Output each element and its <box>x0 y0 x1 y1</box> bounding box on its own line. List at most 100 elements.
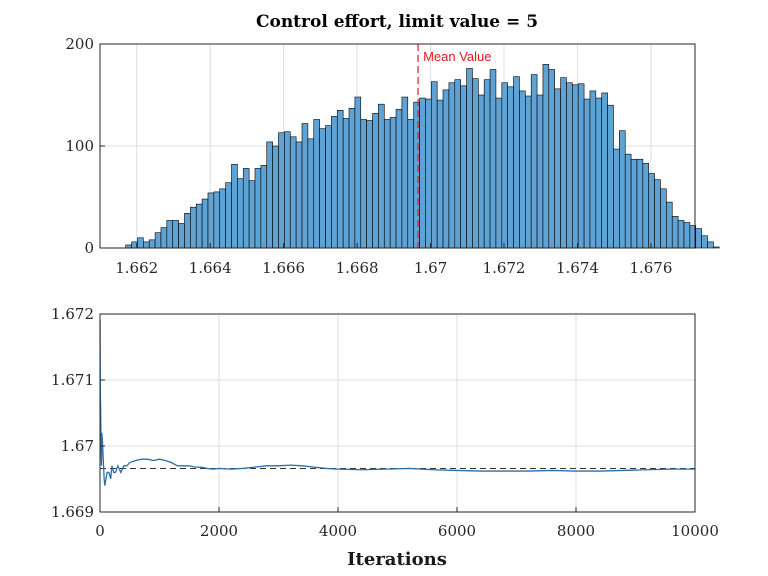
histogram-bar <box>607 104 614 249</box>
histogram-bar <box>466 68 473 249</box>
histogram-bar <box>401 96 409 249</box>
histogram-bar <box>566 82 573 249</box>
histogram-bar <box>430 81 438 249</box>
histogram-bar <box>572 84 579 249</box>
histogram-bar <box>707 241 714 249</box>
histogram-bar <box>630 158 638 249</box>
histogram-bar <box>425 98 432 249</box>
histogram-bar <box>683 222 691 249</box>
histogram-bar <box>301 123 309 249</box>
histogram-bar <box>695 228 702 249</box>
histogram-bar <box>660 188 667 249</box>
histogram-bar <box>190 206 197 249</box>
histogram-x-tick-label: 1.672 <box>483 259 526 277</box>
convergence-y-tick-label: 1.67 <box>61 437 94 455</box>
histogram-bar <box>472 78 479 249</box>
histogram-bar <box>201 198 209 249</box>
histogram-bar <box>342 118 350 249</box>
histogram-bar <box>207 192 215 249</box>
convergence-x-axis-label: Iterations <box>347 549 447 570</box>
histogram-bar <box>460 85 467 249</box>
histogram-bar <box>307 138 315 249</box>
histogram-bar <box>143 241 150 249</box>
histogram-bar <box>701 235 708 249</box>
histogram-bar <box>348 107 356 249</box>
histogram-axes: Mean Value 1.662 1.664 1.666 1.668 1.67 1.672… <box>65 12 720 277</box>
histogram-bar <box>166 220 174 249</box>
histogram-bar <box>266 141 273 249</box>
histogram-bar <box>548 69 555 249</box>
histogram-bar <box>213 191 221 249</box>
convergence-x-tick-label: 6000 <box>438 522 476 540</box>
histogram-bar <box>454 79 461 249</box>
histogram-bar <box>636 158 644 249</box>
histogram-bar <box>360 119 367 249</box>
convergence-x-tick-label: 10000 <box>671 522 719 540</box>
histogram-bar <box>501 82 508 249</box>
histogram-bar <box>184 213 191 249</box>
histogram-bar <box>519 90 526 249</box>
histogram-bar <box>495 97 503 249</box>
histogram-bar <box>254 168 262 249</box>
histogram-bar <box>154 232 162 249</box>
histogram-bar <box>560 77 567 249</box>
histogram-bar <box>331 116 338 249</box>
histogram-x-tick-label: 1.674 <box>556 259 599 277</box>
histogram-title: Control effort, limit value = 5 <box>256 12 538 32</box>
mean-value-annotation: Mean Value <box>417 44 491 248</box>
histogram-bar <box>137 237 144 249</box>
histogram-bar <box>536 94 544 249</box>
histogram-bar <box>237 178 244 249</box>
histogram-bar <box>478 94 485 249</box>
histogram-bar <box>601 92 608 249</box>
histogram-bar <box>272 145 279 249</box>
histogram-bar <box>325 125 332 249</box>
histogram-bar <box>589 90 597 249</box>
histogram-bar <box>289 136 297 249</box>
histogram-bar <box>260 165 268 249</box>
histogram-bar <box>195 203 203 249</box>
histogram-bar <box>530 74 538 249</box>
histogram-bar <box>648 173 655 249</box>
histogram-bar <box>671 216 679 249</box>
histogram-bar <box>624 153 632 249</box>
histogram-bar <box>313 119 320 249</box>
histogram-bar <box>666 201 673 249</box>
histogram-bar <box>525 95 532 249</box>
histogram-bars <box>125 64 720 249</box>
histogram-x-tick-label: 1.67 <box>414 259 447 277</box>
histogram-bar <box>295 141 303 249</box>
histogram-ticks: 1.662 1.664 1.666 1.668 1.67 1.672 1.674 1.676 0… <box>65 35 672 277</box>
histogram-bar <box>378 103 385 249</box>
histogram-bar <box>483 79 491 249</box>
histogram-bar <box>677 220 685 249</box>
histogram-bar <box>654 179 661 249</box>
convergence-plot-area <box>100 314 695 512</box>
histogram-x-tick-label: 1.666 <box>262 259 305 277</box>
convergence-y-tick-label: 1.671 <box>51 371 94 389</box>
histogram-bar <box>284 131 291 249</box>
histogram-bar <box>419 97 426 249</box>
convergence-ticks: 0 2000 4000 6000 8000 10000 1.669 1.67 1.671 1.67… <box>51 305 719 540</box>
histogram-bar <box>513 76 520 249</box>
histogram-bar <box>231 164 238 249</box>
convergence-x-tick-label: 8000 <box>557 522 595 540</box>
histogram-bar <box>278 132 285 249</box>
histogram-bar <box>507 86 514 249</box>
histogram-bar <box>613 148 620 249</box>
histogram-bar <box>577 83 585 249</box>
histogram-y-tick-label: 200 <box>65 35 94 53</box>
histogram-bar <box>389 117 397 249</box>
histogram-x-tick-label: 1.662 <box>115 259 158 277</box>
histogram-bar <box>619 130 626 249</box>
histogram-bar <box>178 223 185 249</box>
histogram-bar <box>354 96 362 249</box>
histogram-x-tick-label: 1.664 <box>189 259 232 277</box>
histogram-bar <box>225 182 232 249</box>
histogram-bar <box>248 180 256 249</box>
histogram-bar <box>448 82 456 249</box>
histogram-y-tick-label: 100 <box>65 137 94 155</box>
histogram-bar <box>242 168 250 249</box>
histogram-x-tick-label: 1.676 <box>629 259 672 277</box>
